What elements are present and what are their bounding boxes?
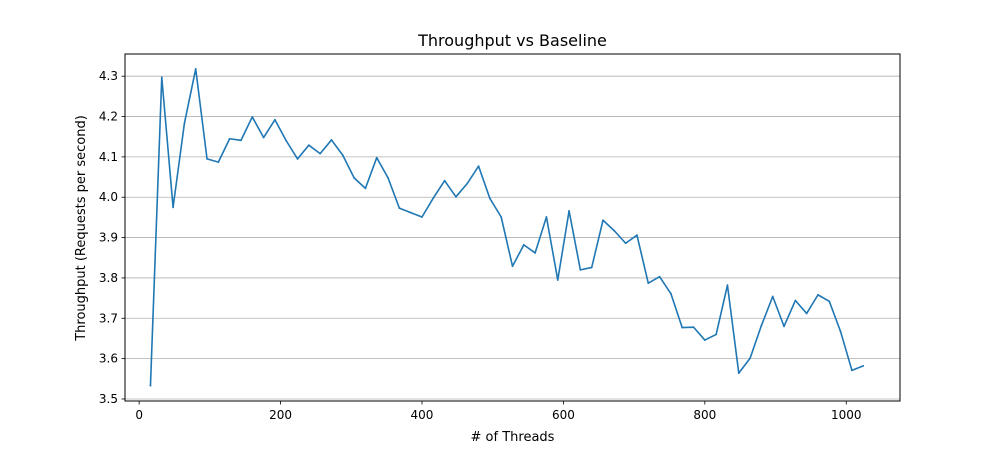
data-point [522, 243, 525, 246]
data-point [511, 265, 514, 268]
data-point [862, 365, 865, 367]
y-tick-label: 4.0 [99, 190, 118, 204]
data-point [477, 165, 480, 168]
data-point [194, 68, 197, 70]
data-point [760, 324, 763, 327]
data-point [274, 118, 276, 121]
y-tick-label: 3.7 [99, 311, 118, 325]
grid-layer [125, 75, 900, 400]
data-point [568, 210, 570, 212]
data-point [421, 216, 423, 218]
data-point [206, 158, 208, 160]
x-tick-label: 800 [693, 408, 716, 422]
data-point [353, 176, 356, 179]
data-point [681, 326, 684, 329]
series-line [149, 68, 864, 386]
data-point [602, 219, 604, 222]
data-point [217, 161, 220, 164]
data-point [183, 122, 186, 125]
y-axis-title: Throughput (Requests per second) [74, 115, 89, 342]
y-tick-label: 3.8 [99, 271, 118, 285]
data-point [749, 357, 751, 360]
data-point [737, 372, 740, 375]
data-point [307, 144, 310, 147]
data-point [432, 197, 435, 199]
data-point [262, 136, 265, 139]
x-tick-label: 200 [269, 408, 292, 422]
data-point [500, 216, 503, 218]
data-point [669, 292, 672, 295]
tick-layer: 3.5 3.6 3.7 3.8 3.9 4.0 4.1 4.2 4.3 0 200 400 600 800… [99, 69, 862, 422]
data-point [579, 268, 582, 271]
data-point [455, 195, 457, 198]
data-point [715, 333, 718, 336]
data-point [251, 116, 254, 118]
data-point [817, 293, 819, 296]
x-tick-label: 600 [552, 408, 575, 422]
data-point [228, 137, 231, 140]
x-axis-title: # of Threads [471, 430, 555, 445]
data-point [240, 139, 242, 142]
data-point [703, 339, 706, 341]
data-point [534, 252, 537, 254]
y-tick-label: 3.5 [99, 392, 118, 406]
x-tick-label: 0 [135, 408, 143, 422]
y-tick-label: 3.9 [99, 231, 118, 245]
data-point [375, 156, 378, 159]
data-point [771, 295, 774, 298]
data-point [364, 187, 367, 190]
x-tick-label: 1000 [831, 408, 862, 422]
data-point [160, 76, 163, 79]
x-tick-label: 400 [411, 408, 434, 422]
data-point [398, 207, 401, 210]
data-point [319, 152, 322, 155]
data-point [851, 369, 853, 372]
data-point [726, 284, 729, 287]
data-point [556, 279, 559, 281]
data-point [839, 330, 842, 333]
data-point [488, 197, 491, 200]
data-point [149, 384, 152, 387]
line-layer [149, 68, 865, 387]
y-tick-label: 4.2 [99, 110, 118, 124]
data-point [794, 299, 797, 302]
data-point [387, 176, 389, 179]
data-point [692, 326, 695, 329]
data-point [172, 206, 174, 209]
data-point [409, 211, 412, 214]
data-point [828, 300, 831, 303]
data-point [330, 139, 333, 141]
data-point [613, 229, 616, 232]
data-point [805, 312, 808, 315]
data-point [545, 216, 548, 218]
y-tick-label: 4.3 [99, 69, 118, 83]
chart-title: Throughput vs Baseline [417, 31, 607, 50]
data-point [466, 182, 469, 185]
data-point [285, 139, 288, 142]
data-point [296, 158, 299, 160]
data-point [443, 179, 446, 182]
data-point [636, 234, 638, 237]
y-tick-label: 3.6 [99, 352, 118, 366]
data-point [624, 242, 627, 245]
data-point [647, 282, 650, 285]
plot-frame [124, 53, 901, 402]
y-tick-label: 4.1 [99, 150, 118, 164]
data-point [783, 325, 785, 328]
data-point [658, 275, 661, 278]
data-point [341, 154, 344, 157]
data-point [590, 266, 593, 269]
